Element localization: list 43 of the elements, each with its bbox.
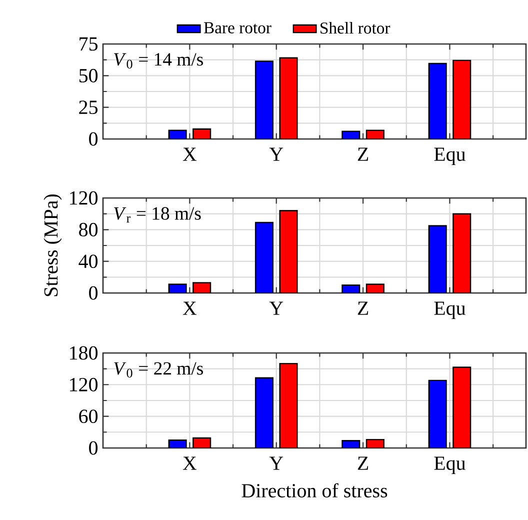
legend-label: Bare rotor (204, 22, 272, 34)
bar (279, 57, 298, 139)
bar (452, 366, 472, 448)
y-tick-label: 0 (89, 286, 98, 300)
y-tick-label: 60 (79, 410, 98, 424)
y-tick-label: 120 (70, 378, 98, 392)
y-tick-label: 75 (80, 37, 98, 51)
bar (452, 213, 472, 293)
y-tick-label: 180 (70, 346, 98, 360)
bar (254, 222, 274, 293)
annotation: V$_{r}$ = 18 m/s (114, 207, 201, 222)
x-axis-title: Direction of stress (242, 483, 388, 498)
y-tick-label: 0 (89, 132, 98, 146)
x-tick-label: Z (358, 456, 368, 470)
bar (254, 60, 274, 139)
x-tick-label: Equ (434, 456, 466, 474)
bar (428, 62, 447, 139)
y-tick-label: 50 (79, 68, 98, 82)
annotation: V$_{0}$ = 14 m/s (114, 53, 203, 69)
x-tick-label: X (182, 148, 197, 161)
bar (428, 225, 447, 293)
y-tick-label: 120 (70, 191, 98, 205)
y-tick-label: 40 (78, 254, 98, 268)
bar (279, 362, 298, 448)
x-tick-label: Y (269, 302, 284, 315)
x-tick-label: X (182, 456, 197, 470)
x-tick-label: Z (358, 148, 368, 161)
legend-label: Shell rotor (320, 22, 390, 34)
bar (279, 210, 298, 293)
x-tick-label: X (182, 302, 197, 315)
annotation: V$_{0}$ = 22 m/s (114, 362, 203, 378)
y-tick-label: 80 (79, 222, 98, 236)
bar (254, 377, 274, 448)
x-tick-label: Equ (434, 302, 466, 320)
y-tick-label: 0 (89, 441, 98, 455)
x-tick-label: Y (269, 456, 284, 470)
y-tick-label: 25 (79, 100, 98, 114)
y-axis-title: Stress (MPa) (44, 194, 62, 296)
bar (452, 60, 472, 139)
x-tick-label: Z (358, 302, 368, 315)
x-tick-label: Y (269, 148, 284, 161)
bar (428, 380, 447, 448)
x-tick-label: Equ (434, 148, 466, 166)
